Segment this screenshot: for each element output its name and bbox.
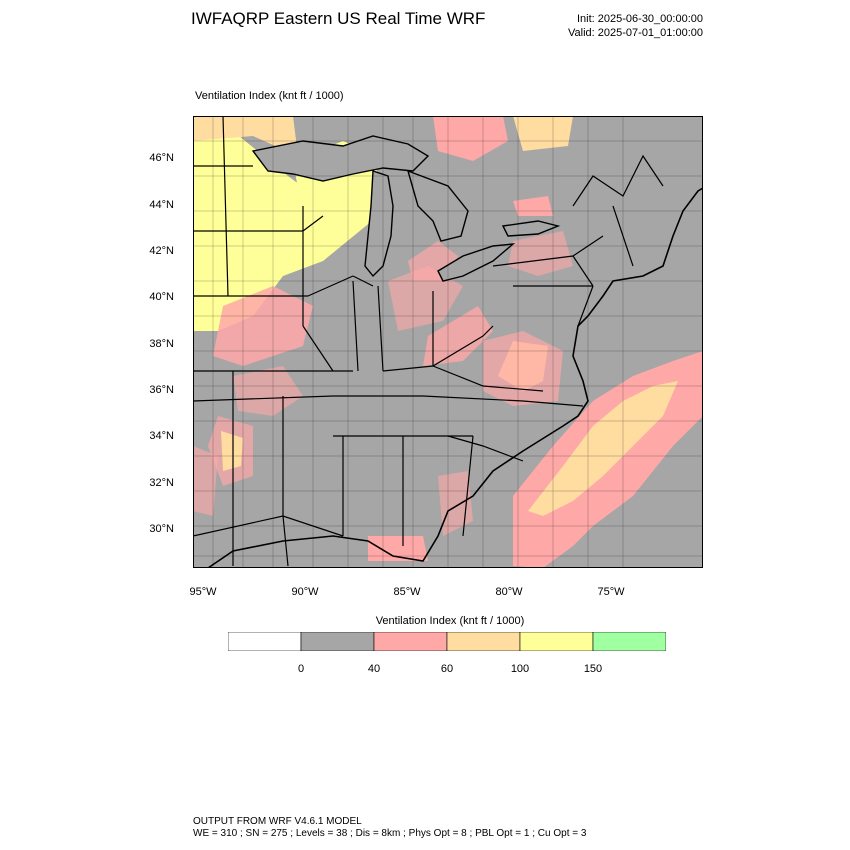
lon-label-90w: 90°W <box>291 586 319 598</box>
legend-bin-below-0 <box>228 632 302 651</box>
init-time: Init: 2025-06-30_00:00:00 <box>577 13 703 25</box>
legend-colorbar <box>228 632 666 651</box>
lat-label-40n: 40°N <box>149 291 174 303</box>
vi-region-canada-e2 <box>478 116 503 136</box>
model-footer-line2: WE = 310 ; SN = 275 ; Levels = 38 ; Dis … <box>193 828 587 839</box>
vi-region-ohio-pink <box>388 266 463 331</box>
legend-tick-100: 100 <box>510 663 530 675</box>
vi-fill-layer <box>193 116 703 568</box>
lat-label-32n: 32°N <box>149 477 174 489</box>
lat-label-36n: 36°N <box>149 384 174 396</box>
vi-region-atlantic-orange <box>528 381 678 516</box>
field-title: Ventilation Index (knt ft / 1000) <box>195 90 344 102</box>
lon-label-95w: 95°W <box>189 586 217 598</box>
lake-michigan <box>364 170 394 278</box>
vi-region-missouri-pink <box>233 366 303 416</box>
vi-region-texas-pink <box>193 446 218 516</box>
legend-bin-0-40 <box>300 632 375 651</box>
lake-huron <box>406 169 469 242</box>
legend-bin-60-100 <box>446 632 521 651</box>
lat-label-44n: 44°N <box>149 199 174 211</box>
lat-label-46n: 46°N <box>149 152 174 164</box>
lon-label-85w: 85°W <box>393 586 421 598</box>
lat-label-34n: 34°N <box>149 430 174 442</box>
ventilation-index-map <box>193 116 703 568</box>
vi-region-canada-ne <box>513 116 573 151</box>
legend-tick-60: 60 <box>440 663 454 675</box>
legend-tick-40: 40 <box>367 663 381 675</box>
legend-bin-40-60 <box>373 632 448 651</box>
plot-title: IWFAQRP Eastern US Real Time WRF <box>191 9 486 28</box>
lon-label-80w: 80°W <box>495 586 523 598</box>
lake-ontario <box>501 220 561 237</box>
legend-tick-0: 0 <box>297 663 305 675</box>
coastline <box>207 187 703 568</box>
model-footer-line1: OUTPUT FROM WRF V4.6.1 MODEL <box>193 816 362 827</box>
vi-region-ny-pink <box>508 231 573 276</box>
lat-label-38n: 38°N <box>149 338 174 350</box>
legend-bin-100-150 <box>519 632 594 651</box>
lat-label-30n: 30°N <box>149 523 174 535</box>
legend-title: Ventilation Index (knt ft / 1000) <box>375 615 525 627</box>
map-border <box>193 116 703 568</box>
vi-region-iowa-pink <box>213 286 313 366</box>
lat-label-42n: 42°N <box>149 245 174 257</box>
legend-bin-above-150 <box>592 632 666 651</box>
lon-label-75w: 75°W <box>597 586 625 598</box>
vi-region-ozark-orange <box>221 431 243 471</box>
legend-tick-150: 150 <box>583 663 603 675</box>
valid-time: Valid: 2025-07-01_01:00:00 <box>568 27 703 39</box>
lake-erie <box>437 243 516 282</box>
vi-region-western-pink <box>193 116 298 156</box>
county-lines <box>193 116 703 568</box>
